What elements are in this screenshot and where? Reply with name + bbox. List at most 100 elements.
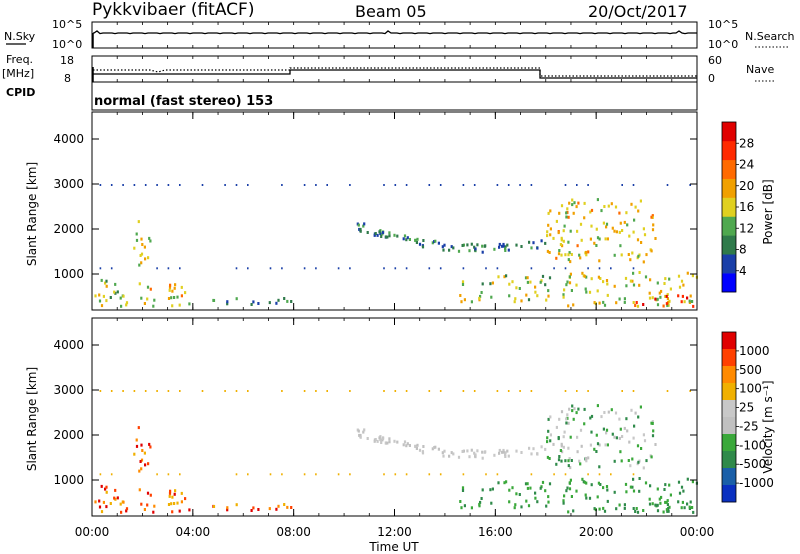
velocity-echo-cell: [167, 390, 170, 392]
velocity-echo-cell: [99, 473, 102, 476]
velocity-echo-cell: [548, 457, 551, 460]
velocity-echo-cell: [634, 510, 637, 513]
power-echo-cell: [585, 275, 588, 279]
velocity-echo-cell: [428, 390, 431, 392]
velocity-echo-cell: [168, 494, 171, 498]
velocity-echo-cell: [506, 449, 509, 453]
power-echo-cell: [692, 304, 695, 308]
power-echo-cell: [405, 184, 408, 186]
velocity-echo-cell: [167, 473, 170, 476]
power-echo-cell: [650, 215, 653, 219]
velocity-echo-cell: [408, 444, 411, 447]
colorbar-swatch: [722, 159, 736, 179]
velocity-echo-cell: [450, 451, 453, 455]
power-echo-cell: [146, 285, 150, 289]
power-echo-cell: [376, 233, 379, 237]
power-echo-cell: [566, 210, 569, 214]
power-echo-cell: [637, 209, 640, 213]
power-echo-cell: [626, 223, 629, 227]
colorbar-swatch: [722, 216, 736, 236]
power-echo-cell: [105, 279, 108, 283]
velocity-echo-cell: [579, 428, 583, 432]
velocity-echo-cell: [686, 502, 689, 506]
velocity-echo-cell: [557, 437, 560, 441]
velocity-echo-cell: [146, 503, 149, 507]
velocity-echo-cell: [337, 473, 340, 476]
power-echo-cell: [589, 210, 592, 214]
power-echo-cell: [116, 290, 119, 294]
power-echo-cell: [357, 223, 360, 227]
velocity-echo-cell: [600, 415, 603, 419]
power-echo-cell: [611, 226, 614, 230]
power-echo-cell: [388, 231, 391, 235]
velocity-echo-cell: [137, 426, 140, 430]
power-echo-cell: [555, 219, 558, 223]
colorbar-tick-label: 25: [739, 401, 754, 415]
power-echo-cell: [359, 229, 362, 233]
power-echo-cell: [180, 285, 183, 289]
velocity-echo-cell: [489, 488, 492, 492]
velocity-echo-cell: [618, 436, 621, 440]
power-echo-cell: [605, 222, 609, 226]
power-echo-cell: [462, 184, 465, 186]
power-echo-cell: [613, 229, 616, 233]
colorbar-tick-label: 4: [739, 264, 747, 278]
velocity-echo-cell: [583, 407, 586, 411]
power-echo-cell: [568, 275, 571, 279]
velocity-echo-cell: [146, 491, 150, 495]
velocity-echo-cell: [621, 390, 623, 392]
power-echo-cell: [619, 244, 622, 248]
power-echo-cell: [493, 247, 496, 251]
power-echo-cell: [606, 293, 609, 297]
power-echo-cell: [631, 251, 634, 255]
power-echo-cell: [598, 267, 601, 270]
power-echo-cell: [567, 304, 570, 308]
velocity-echo-cell: [104, 487, 107, 491]
power-echo-cell: [561, 244, 564, 248]
power-echo-cell: [662, 304, 665, 308]
power-echo-cell: [171, 304, 174, 308]
velocity-echo-cell: [621, 435, 624, 438]
power-echo-cell: [140, 237, 143, 241]
velocity-echo-cell: [662, 510, 665, 514]
power-echo-cell: [461, 244, 464, 247]
power-echo-cell: [462, 243, 465, 247]
velocity-colorbar-label: Velocity [m s⁻¹]: [761, 380, 775, 473]
power-echo-cell: [643, 233, 647, 237]
velocity-echo-cell: [478, 502, 481, 506]
velocity-colorbar: 1000 500 100 25 -25 -100 -500 -1000: [721, 331, 774, 503]
velocity-echo-cell: [585, 481, 588, 485]
power-echo-cell: [491, 281, 494, 285]
power-echo-cell: [570, 289, 573, 292]
velocity-echo-cell: [286, 505, 289, 509]
power-echo-cell: [100, 278, 103, 282]
power-echo-cell: [598, 259, 601, 263]
power-echo-cell: [632, 301, 635, 304]
velocity-echo-cell: [566, 413, 569, 417]
power-echo-cell: [489, 282, 492, 286]
power-echo-cell: [629, 258, 632, 262]
velocity-echo-cell: [226, 508, 229, 512]
velocity-echo-cell: [689, 390, 691, 392]
power-echo-cell: [595, 227, 598, 231]
velocity-echo-cell: [497, 481, 500, 485]
power-echo-cell: [442, 248, 445, 252]
beam-title: Beam 05: [355, 2, 427, 21]
power-echo-cell: [565, 211, 568, 215]
freq-trace: [93, 69, 697, 79]
nsky-trace: [93, 30, 697, 35]
power-echo-cell: [148, 236, 151, 240]
velocity-echo-cell: [532, 447, 535, 451]
power-echo-cell: [590, 224, 593, 228]
velocity-echo-cell: [119, 502, 122, 506]
power-echo-cell: [450, 245, 453, 249]
power-echo-cell: [524, 276, 528, 280]
power-echo-cell: [110, 184, 113, 186]
velocity-echo-cell: [504, 451, 507, 455]
velocity-echo-cell: [557, 458, 561, 462]
power-echo-cell: [277, 298, 280, 302]
power-echo-cell: [640, 241, 643, 244]
power-echo-cell: [179, 267, 181, 270]
velocity-echo-cell: [113, 496, 116, 500]
